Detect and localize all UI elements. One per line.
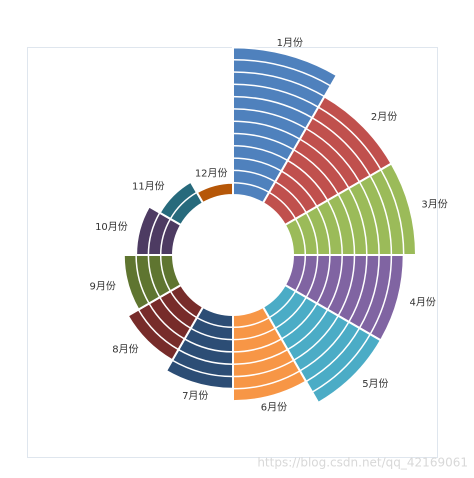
ring-separator xyxy=(281,170,318,207)
ring-separator xyxy=(299,138,350,189)
ring-separator xyxy=(232,95,313,119)
ring-separator xyxy=(369,175,393,256)
ring-separator xyxy=(287,159,329,201)
ring-separator xyxy=(348,187,368,256)
sector xyxy=(283,162,418,256)
ring-separator xyxy=(232,132,295,151)
ring-separator xyxy=(135,254,150,304)
ring-separator xyxy=(316,206,331,256)
category-label: 10月份 xyxy=(95,221,128,233)
ring-separator xyxy=(137,309,179,351)
ring-separator xyxy=(169,191,198,220)
ring-separator xyxy=(305,212,319,256)
sector xyxy=(164,305,234,390)
ring-separator xyxy=(293,315,339,361)
ring-separator xyxy=(369,254,393,335)
ring-separator xyxy=(299,321,350,372)
ring-separator xyxy=(232,327,276,341)
sector xyxy=(126,283,205,362)
ring-separator xyxy=(311,117,371,177)
ring-separator xyxy=(287,309,329,351)
ring-separator xyxy=(317,106,382,171)
ring-separator xyxy=(294,254,307,292)
category-label: 12月份 xyxy=(195,168,228,180)
ring-separator xyxy=(293,149,339,195)
ring-separator xyxy=(337,193,356,256)
ring-separator xyxy=(232,370,301,390)
ring-separator xyxy=(305,254,319,298)
ring-separator xyxy=(232,145,288,162)
ring-separator xyxy=(232,71,325,98)
ring-separator xyxy=(305,127,361,183)
ring-separator xyxy=(326,254,343,310)
ring-separator xyxy=(311,333,371,393)
ring-separator xyxy=(232,58,332,87)
ring-separator xyxy=(232,316,270,329)
ring-separator xyxy=(232,157,282,172)
ring-separator xyxy=(268,191,297,220)
category-label: 5月份 xyxy=(362,378,388,390)
category-label: 1月份 xyxy=(277,37,303,49)
ring-separator xyxy=(169,290,198,319)
category-label: 3月份 xyxy=(421,199,447,211)
ring-separator xyxy=(196,316,234,329)
ring-separator xyxy=(171,359,234,378)
ring-separator xyxy=(232,359,295,378)
ring-separator xyxy=(232,181,270,194)
ring-separator xyxy=(147,254,161,298)
category-label: 2月份 xyxy=(371,111,397,123)
ring-separator xyxy=(281,303,318,340)
ring-separator xyxy=(274,181,307,214)
ring-separator xyxy=(147,212,161,256)
ring-separator xyxy=(184,338,234,353)
category-label: 8月份 xyxy=(112,343,138,355)
watermark: https://blog.csdn.net/qq_42169061 xyxy=(257,456,468,470)
category-label: 9月份 xyxy=(90,280,116,292)
ring-separator xyxy=(159,254,172,292)
category-label: 6月份 xyxy=(261,402,287,414)
ring-separator xyxy=(358,181,380,256)
ring-separator xyxy=(178,348,234,365)
ring-separator xyxy=(232,169,276,183)
category-label: 11月份 xyxy=(132,181,165,193)
ring-separator xyxy=(190,327,234,341)
ring-separator xyxy=(316,254,331,304)
ring-separator xyxy=(268,290,297,319)
ring-separator xyxy=(232,338,282,353)
ring-separator xyxy=(337,254,356,317)
ring-separator xyxy=(232,83,319,108)
ring-separator xyxy=(232,348,288,365)
ring-separator xyxy=(294,218,307,256)
ring-separator xyxy=(305,327,361,383)
ring-separator xyxy=(348,254,368,323)
ring-separator xyxy=(358,254,380,329)
ring-separator xyxy=(380,169,405,256)
ring-separator xyxy=(159,296,192,329)
ring-separator xyxy=(274,296,307,329)
ring-separator xyxy=(148,303,185,340)
sector xyxy=(195,181,234,205)
ring-separator xyxy=(159,218,172,256)
ring-separator xyxy=(232,108,307,130)
category-label: 7月份 xyxy=(182,390,208,402)
ring-separator xyxy=(232,120,301,140)
ring-separator xyxy=(326,200,343,256)
category-label: 4月份 xyxy=(409,296,435,308)
